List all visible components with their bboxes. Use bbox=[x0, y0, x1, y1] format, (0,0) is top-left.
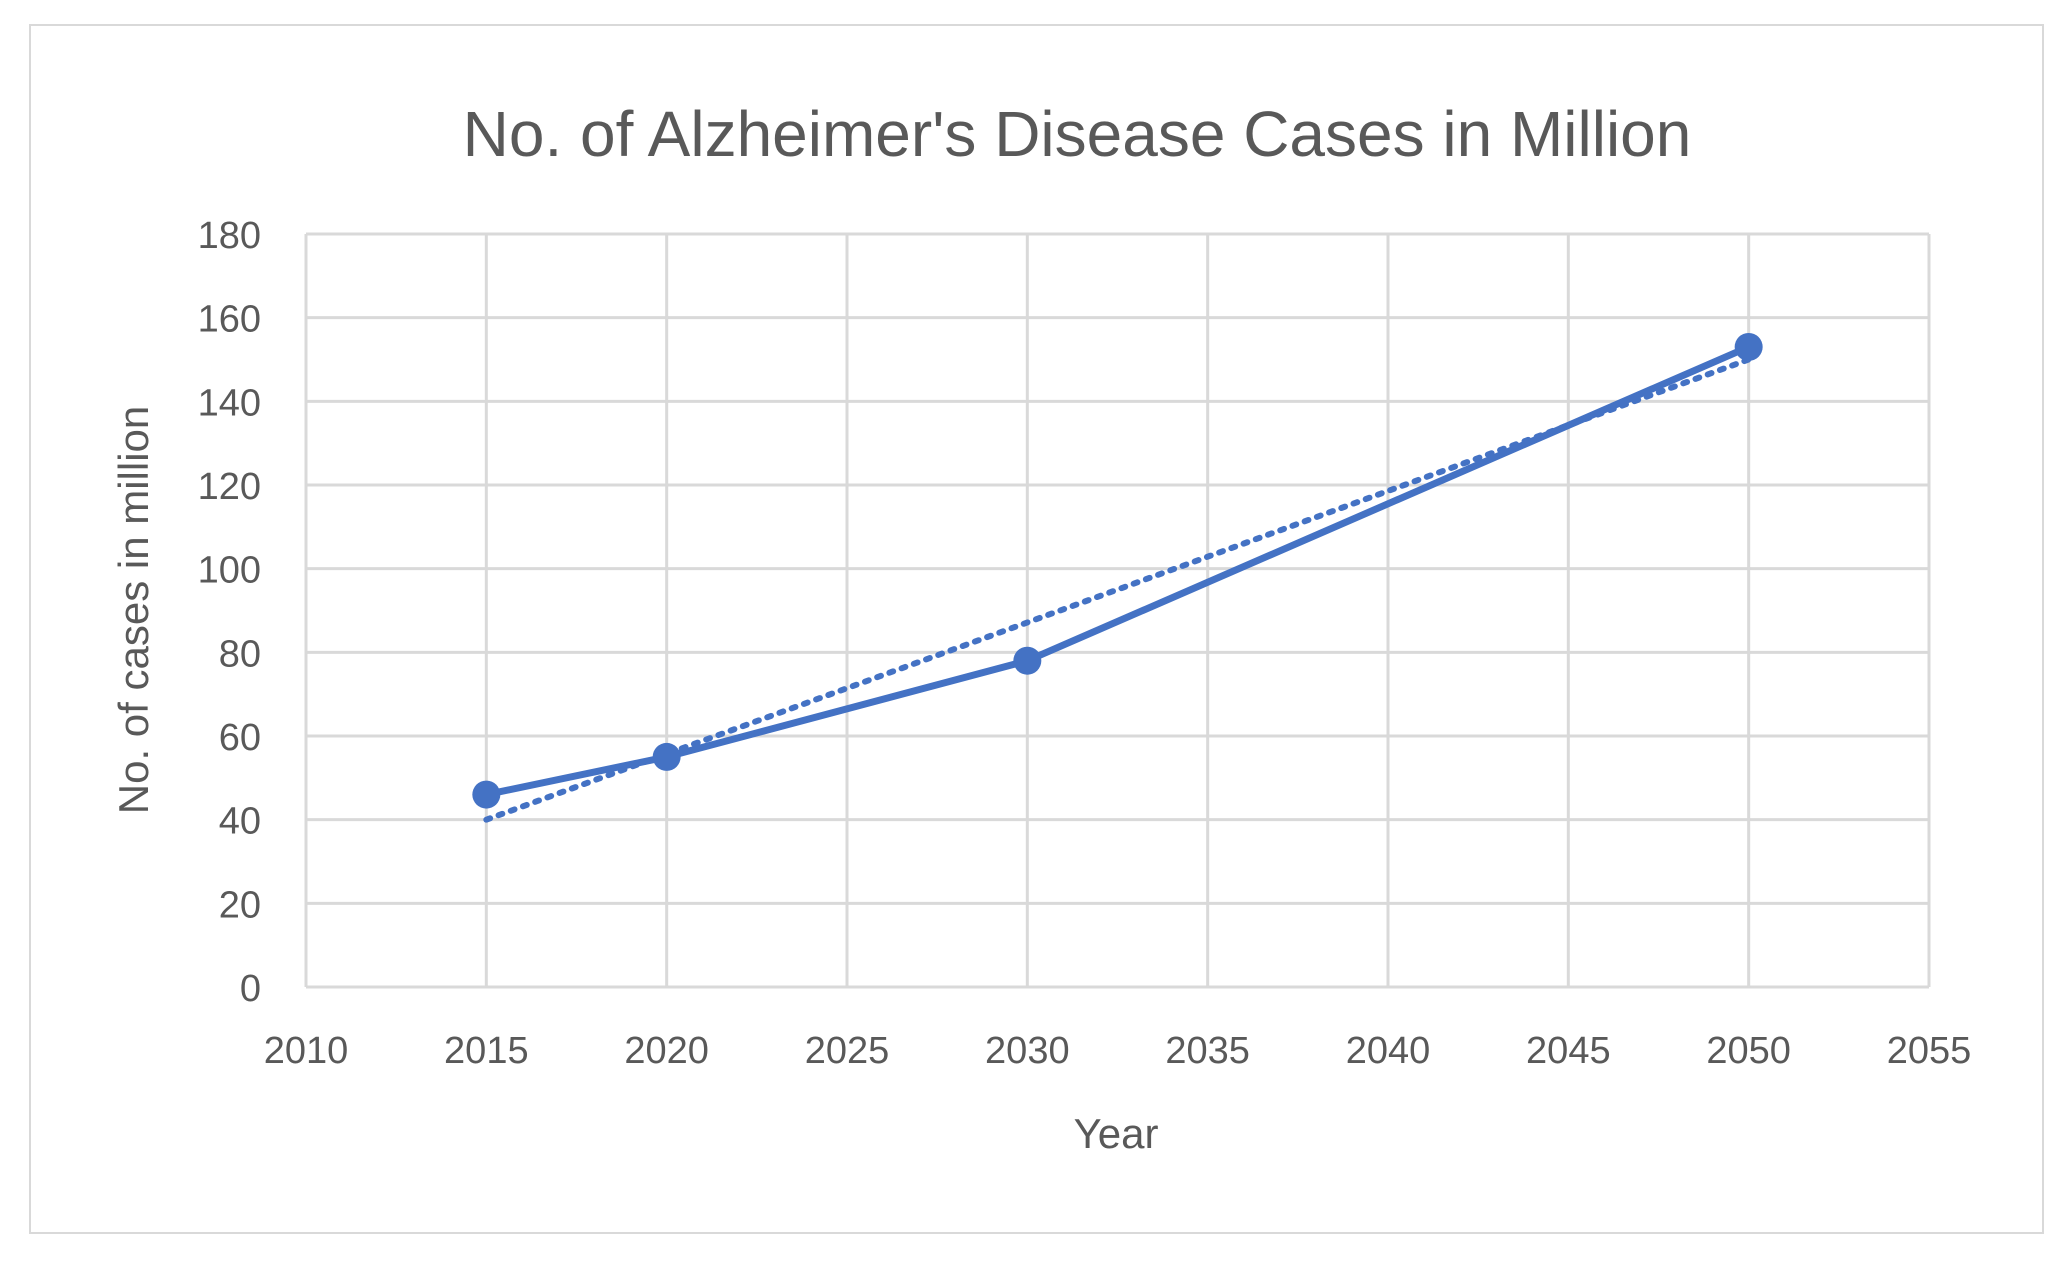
x-tick-label: 2055 bbox=[1887, 1030, 1972, 1072]
chart-frame bbox=[29, 24, 2044, 1234]
y-axis-title: No. of cases in million bbox=[110, 406, 157, 815]
x-tick-label: 2025 bbox=[805, 1030, 890, 1072]
x-tick-label: 2035 bbox=[1165, 1030, 1250, 1072]
data-point bbox=[1013, 646, 1042, 675]
y-tick-label: 0 bbox=[240, 968, 261, 1010]
y-tick-label: 20 bbox=[219, 884, 261, 926]
y-tick-label: 160 bbox=[198, 299, 261, 341]
y-tick-label: 40 bbox=[219, 801, 261, 843]
y-tick-label: 80 bbox=[219, 633, 261, 675]
x-tick-label: 2040 bbox=[1346, 1030, 1431, 1072]
series-line bbox=[485, 343, 1751, 798]
chart-title: No. of Alzheimer's Disease Cases in Mill… bbox=[463, 98, 1692, 170]
y-tick-label: 60 bbox=[219, 717, 261, 759]
x-tick-label: 2015 bbox=[444, 1030, 529, 1072]
data-point bbox=[472, 780, 501, 809]
x-axis-title: Year bbox=[1074, 1110, 1159, 1157]
x-tick-label: 2010 bbox=[264, 1030, 349, 1072]
y-tick-label: 100 bbox=[198, 550, 261, 592]
data-point bbox=[652, 742, 681, 771]
x-tick-label: 2050 bbox=[1706, 1030, 1791, 1072]
x-tick-label: 2020 bbox=[624, 1030, 709, 1072]
y-tick-label: 120 bbox=[198, 466, 261, 508]
y-tick-label: 140 bbox=[198, 382, 261, 424]
data-point bbox=[1734, 332, 1763, 361]
y-tick-label: 180 bbox=[198, 215, 261, 257]
x-tick-label: 2030 bbox=[985, 1030, 1070, 1072]
x-tick-label: 2045 bbox=[1526, 1030, 1611, 1072]
